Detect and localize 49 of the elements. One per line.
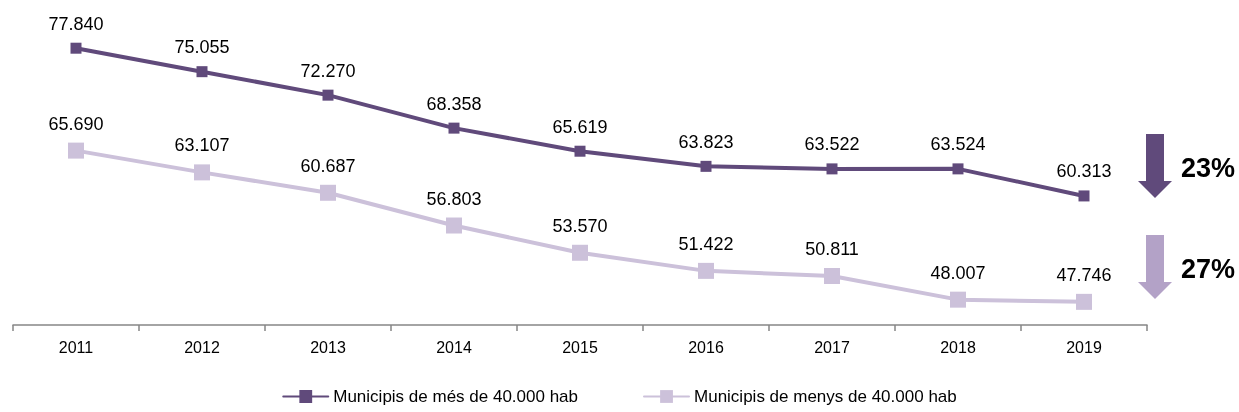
point (698, 262, 714, 279)
data-label: 56.803 (426, 188, 482, 209)
x-tick-label: 2016 (688, 338, 724, 356)
x-tick-label: 2017 (814, 338, 850, 356)
legend-label: Municipis de menys de 40.000 hab (694, 387, 957, 406)
point (952, 163, 964, 175)
data-label: 51.422 (678, 233, 734, 254)
data-label: 72.270 (300, 60, 356, 81)
data-label: 65.690 (48, 113, 104, 134)
point (448, 122, 460, 134)
point (574, 145, 586, 157)
x-tick-label: 2011 (58, 338, 94, 356)
data-label: 60.313 (1056, 161, 1112, 182)
data-label: 60.687 (300, 155, 356, 176)
text: 27% (1181, 253, 1236, 285)
data-label: 48.007 (930, 262, 986, 283)
point (572, 244, 588, 261)
data-label: 68.358 (426, 93, 482, 114)
data-label: 50.811 (805, 239, 859, 260)
point (70, 42, 82, 54)
point (320, 184, 336, 201)
text: 23% (1181, 152, 1236, 184)
x-tick-label: 2019 (1066, 338, 1102, 356)
x-tick-label: 2018 (940, 338, 976, 356)
data-label: 47.746 (1056, 264, 1112, 285)
point (322, 89, 334, 101)
point (446, 217, 462, 234)
x-tick-label: 2013 (310, 338, 346, 356)
point (700, 160, 712, 172)
data-label: 53.570 (552, 215, 608, 236)
data-label: 63.522 (804, 134, 860, 155)
legend-label: Municipis de més de 40.000 hab (333, 387, 579, 406)
data-label: 63.107 (174, 135, 230, 156)
x-tick-label: 2014 (436, 338, 472, 356)
point (1076, 293, 1092, 310)
data-label: 63.823 (678, 131, 734, 152)
point (194, 164, 210, 181)
data-label: 63.524 (930, 134, 986, 155)
point (68, 142, 84, 159)
x-tick-label: 2012 (184, 338, 220, 356)
x-tick-label: 2015 (562, 338, 598, 356)
data-label: 77.840 (48, 13, 104, 34)
data-label: 65.619 (552, 116, 608, 137)
point (824, 268, 840, 285)
point (196, 66, 208, 78)
data-label: 75.055 (174, 37, 230, 58)
point (826, 163, 838, 175)
point (1078, 190, 1090, 202)
point (950, 291, 966, 308)
